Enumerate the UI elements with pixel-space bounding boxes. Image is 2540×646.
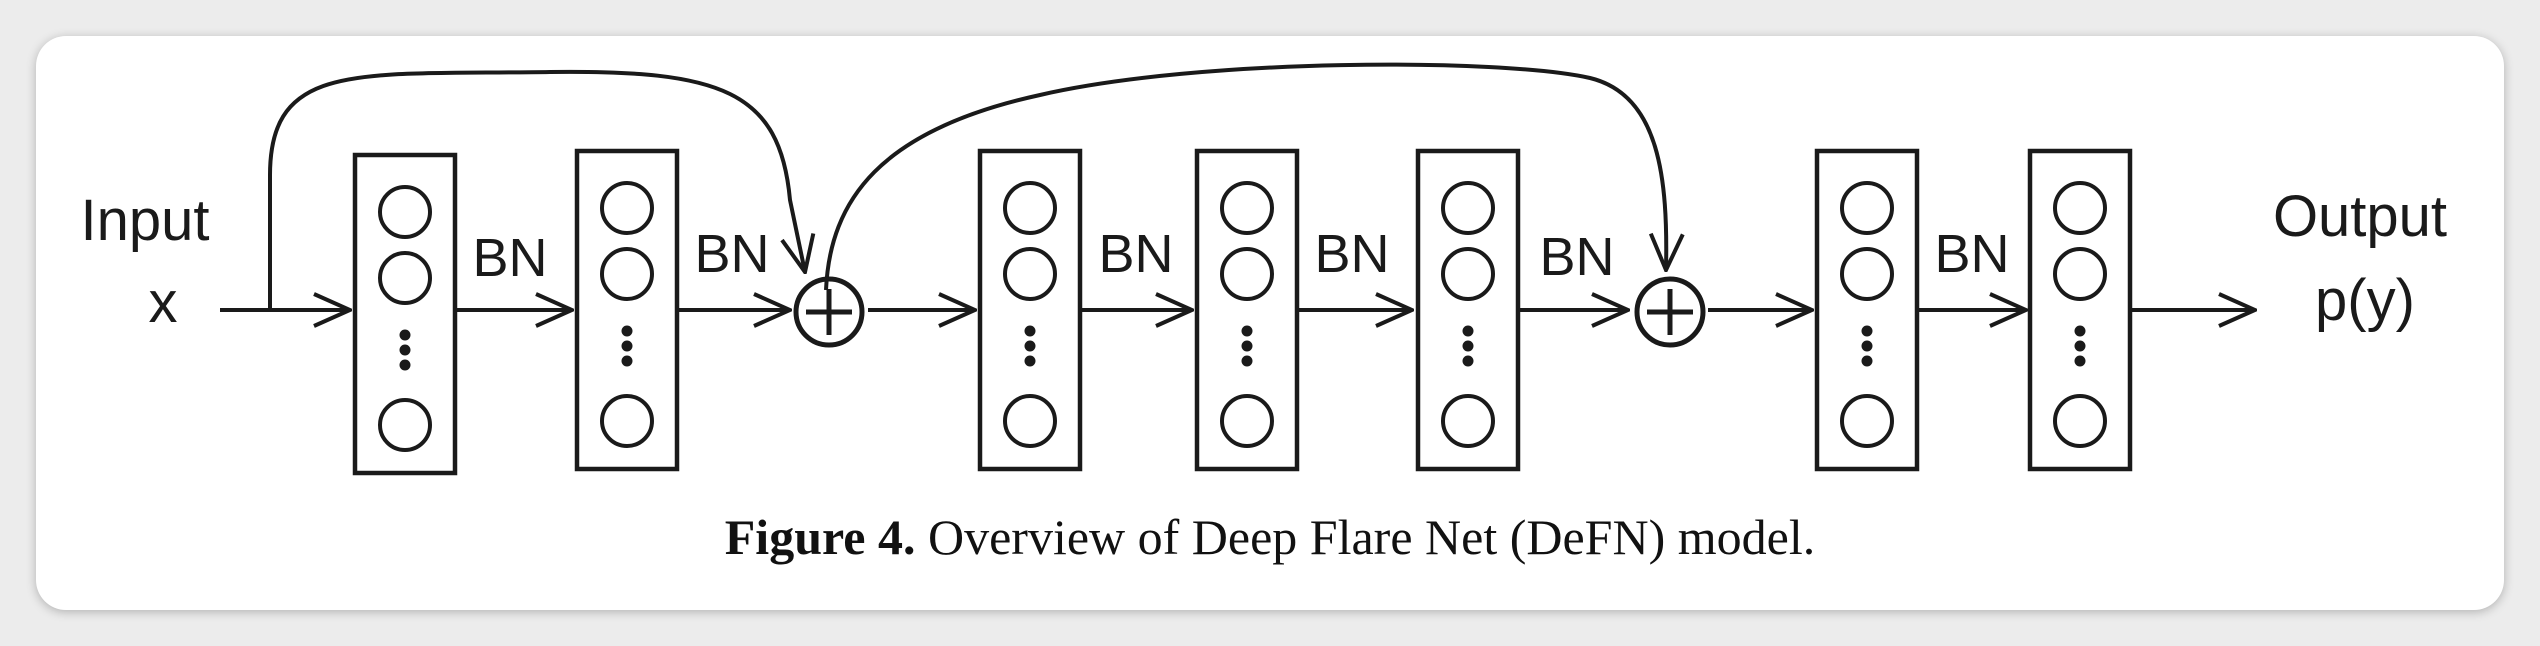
sum-node-2 xyxy=(1634,276,1706,348)
bn-label: BN xyxy=(1098,224,1173,284)
layer-6 xyxy=(1814,148,1920,472)
layer-7 xyxy=(2027,148,2133,472)
skip-connection-1 xyxy=(268,69,805,310)
figure-caption-label: Figure 4. xyxy=(724,509,916,565)
output-var: p(y) xyxy=(2315,268,2415,333)
bn-label: BN xyxy=(1934,224,2009,284)
layer-2 xyxy=(574,148,680,472)
bn-label: BN xyxy=(1539,227,1614,287)
bn-label: BN xyxy=(1314,224,1389,284)
bn-label: BN xyxy=(472,228,547,288)
layer-5 xyxy=(1415,148,1521,472)
figure-caption-text: Overview of Deep Flare Net (DeFN) model. xyxy=(928,509,1816,565)
figure-caption: Figure 4. Overview of Deep Flare Net (De… xyxy=(0,508,2540,566)
input-label: Input xyxy=(81,188,210,253)
layer-4 xyxy=(1194,148,1300,472)
input-var: x xyxy=(149,270,178,335)
layer-3 xyxy=(977,148,1083,472)
bn-label: BN xyxy=(694,224,769,284)
layer-1 xyxy=(352,152,458,476)
output-label: Output xyxy=(2273,184,2447,249)
skip-connection-2 xyxy=(824,62,1666,291)
sum-node-1 xyxy=(793,276,865,348)
figure-card xyxy=(36,36,2504,610)
